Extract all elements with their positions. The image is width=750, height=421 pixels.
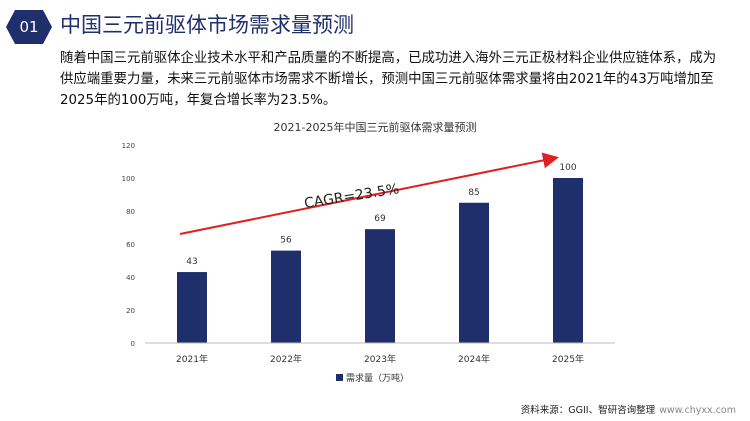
data-label: 85 — [468, 188, 479, 198]
y-tick-label: 20 — [126, 307, 135, 315]
legend-swatch — [336, 374, 343, 381]
bar — [459, 202, 489, 343]
data-label: 100 — [559, 163, 576, 173]
legend-label: 需求量（万吨） — [346, 372, 409, 384]
y-tick-label: 80 — [126, 208, 135, 216]
section-number-badge: 01 — [6, 10, 52, 44]
section-number: 01 — [19, 18, 39, 36]
y-tick-label: 40 — [126, 274, 135, 282]
data-label: 69 — [374, 214, 386, 224]
page-title: 中国三元前驱体市场需求量预测 — [60, 13, 354, 37]
x-tick-label: 2022年 — [270, 353, 302, 365]
y-tick-label: 0 — [131, 340, 135, 348]
x-tick-label: 2021年 — [176, 353, 208, 365]
x-tick-label: 2025年 — [552, 353, 584, 365]
data-label: 43 — [186, 257, 197, 267]
bar — [177, 272, 207, 343]
x-tick-label: 2023年 — [364, 353, 396, 365]
data-label: 56 — [280, 236, 292, 246]
bar — [553, 178, 583, 343]
bar — [365, 229, 395, 343]
source-text: 资料来源：GGII、智研咨询整理 — [520, 405, 656, 416]
y-tick-label: 60 — [126, 241, 135, 249]
cagr-label: CAGR=23.5% — [303, 181, 400, 212]
cagr-arrow — [179, 152, 559, 235]
chart-title: 2021-2025年中国三元前驱体需求量预测 — [273, 121, 477, 134]
x-tick-label: 2024年 — [458, 353, 490, 365]
source-note: 资料来源：GGII、智研咨询整理 www.chyxx.com — [521, 402, 736, 416]
bar — [271, 250, 301, 343]
legend: 需求量（万吨） — [336, 372, 409, 384]
y-tick-label: 100 — [122, 175, 135, 183]
y-tick-label: 120 — [122, 142, 135, 150]
source-url: www.chyxx.com — [659, 405, 736, 416]
description-text: 随着中国三元前驱体企业技术水平和产品质量的不断提高，已成功进入海外三元正极材料企… — [60, 51, 717, 108]
